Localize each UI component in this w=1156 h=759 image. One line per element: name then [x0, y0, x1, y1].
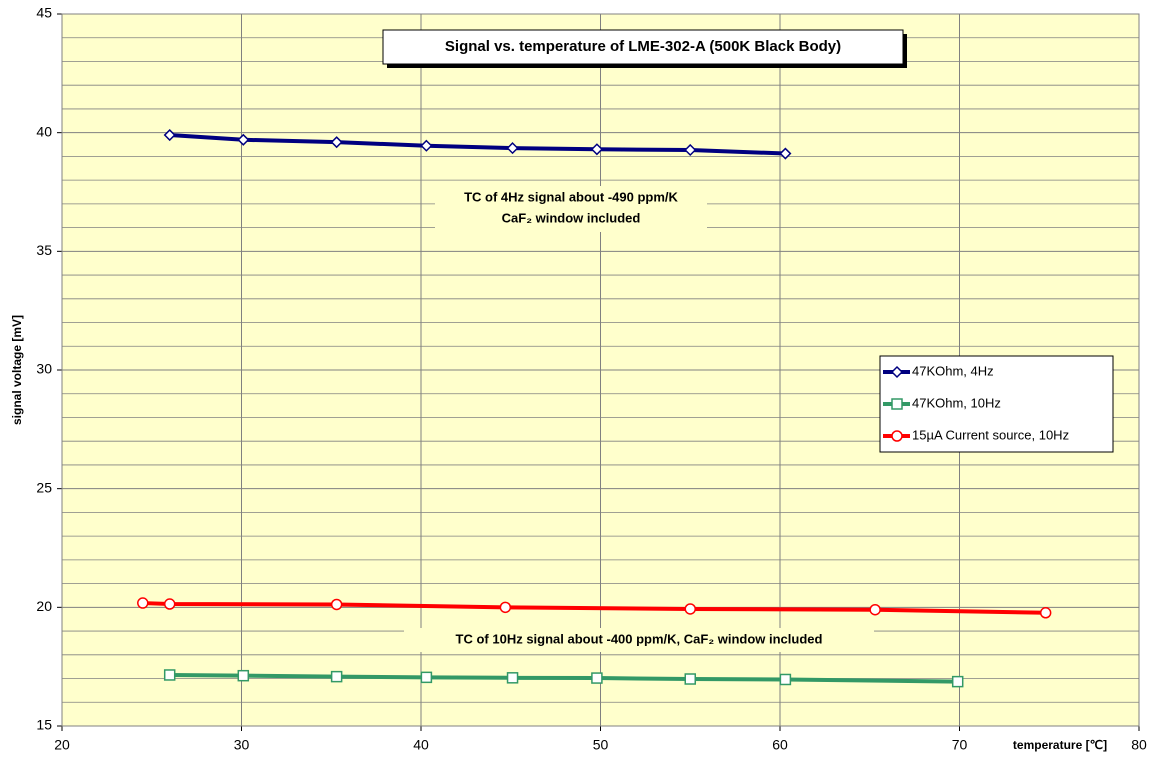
marker	[684, 673, 696, 685]
marker	[330, 598, 343, 611]
x-tick-label: 20	[54, 737, 70, 753]
legend-label: 47KOhm, 10Hz	[912, 395, 1001, 410]
marker	[684, 603, 696, 615]
annotation-bg	[404, 628, 874, 652]
annotation: TC of 10Hz signal about -400 ppm/K, CaF₂…	[456, 631, 823, 646]
y-tick-label: 15	[36, 717, 52, 733]
y-tick-label: 30	[36, 361, 52, 377]
annotation: TC of 4Hz signal about -490 ppm/K	[464, 189, 678, 204]
marker	[779, 147, 792, 160]
y-tick-label: 40	[36, 123, 52, 139]
marker	[330, 670, 343, 683]
annotation: CaF₂ window included	[502, 210, 641, 225]
y-tick-label: 25	[36, 479, 52, 495]
x-tick-label: 60	[772, 737, 788, 753]
title-box	[382, 29, 904, 65]
marker	[237, 133, 250, 146]
x-tick-label: 40	[413, 737, 429, 753]
marker	[951, 675, 964, 688]
x-axis-label: temperature [℃]	[1013, 738, 1107, 752]
legend-label: 15µA Current source, 10Hz	[912, 427, 1069, 442]
x-tick-label: 50	[593, 737, 609, 753]
marker	[684, 143, 697, 157]
plot-border	[61, 13, 1140, 727]
legend-marker	[891, 430, 903, 442]
marker	[591, 672, 603, 684]
legend-marker	[890, 365, 904, 379]
marker	[499, 601, 512, 614]
marker	[137, 597, 149, 609]
marker	[163, 669, 176, 681]
series-line	[169, 133, 786, 156]
marker	[163, 128, 176, 142]
y-tick-label: 45	[36, 5, 52, 21]
marker	[420, 671, 433, 684]
marker	[237, 669, 250, 682]
chart-title: Signal vs. temperature of LME-302-A (500…	[445, 38, 841, 55]
marker	[506, 142, 519, 155]
y-tick-label: 20	[36, 598, 52, 614]
y-tick-label: 35	[36, 242, 52, 258]
marker	[163, 598, 176, 610]
y-axis-label: signal voltage [mV]	[10, 315, 24, 425]
legend-label: 47KOhm, 4Hz	[912, 363, 994, 378]
x-tick-label: 80	[1131, 737, 1147, 753]
x-tick-label: 70	[952, 737, 968, 753]
legend-box	[879, 355, 1114, 453]
marker	[420, 139, 433, 152]
legend-marker	[891, 398, 903, 410]
x-tick-label: 30	[234, 737, 250, 753]
marker	[330, 136, 343, 149]
annotation-bg	[435, 186, 707, 232]
marker	[590, 143, 603, 156]
marker	[506, 672, 519, 684]
marker	[869, 603, 881, 616]
marker	[1039, 607, 1052, 619]
marker	[779, 673, 792, 686]
